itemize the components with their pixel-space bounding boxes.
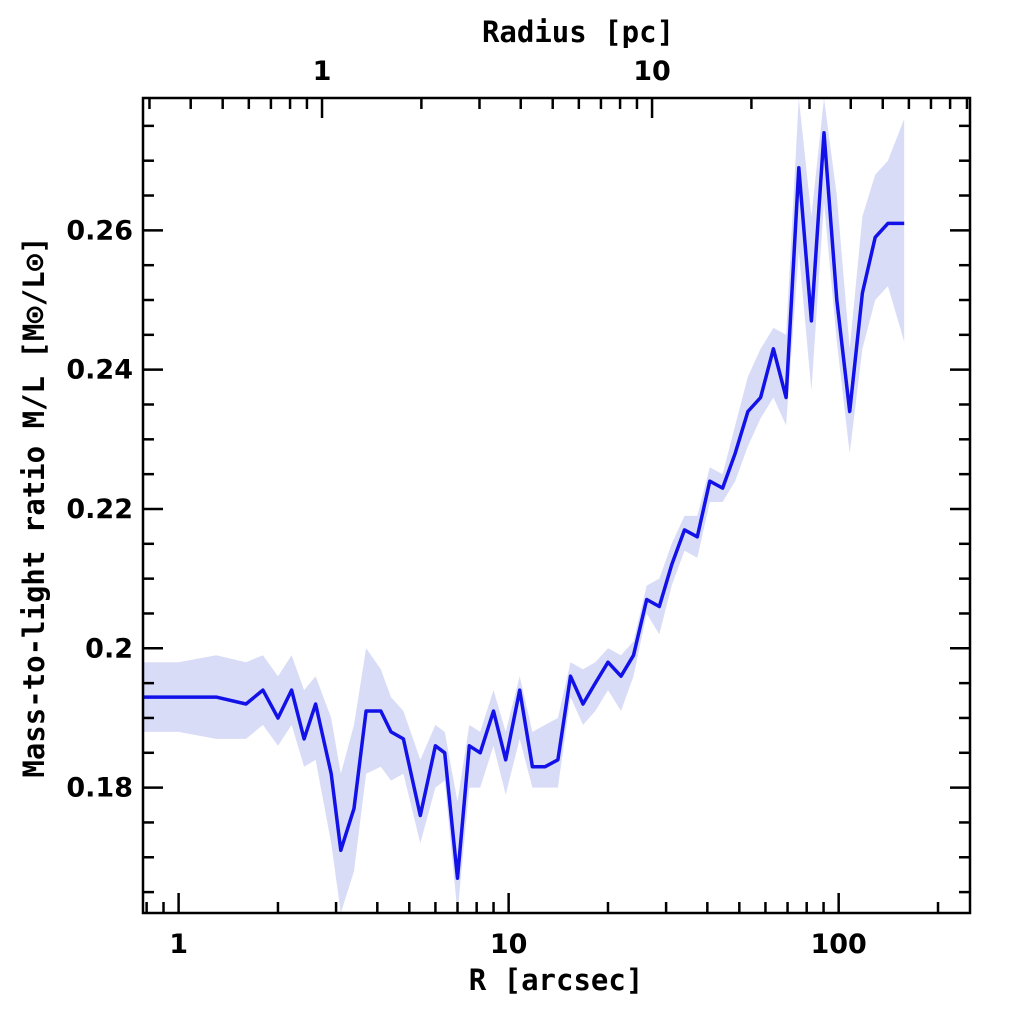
tick-label-layer: 1 10 100 1 10 0.18 0.2 0.22 0.24 0.26 (66, 56, 866, 960)
top-tick-label: 1 (313, 56, 332, 87)
tick-layer (143, 98, 970, 913)
series-line-layer (143, 131, 905, 880)
top-tick-label: 10 (633, 56, 671, 87)
y-tick-label: 0.26 (66, 215, 133, 246)
y-tick-label: 0.22 (66, 494, 133, 525)
x-tick-label: 1 (169, 929, 188, 960)
y-tick-label: 0.24 (66, 355, 133, 386)
x-tick-label: 10 (490, 929, 528, 960)
ml-ratio-line (143, 131, 905, 880)
top-axis-title: Radius [pc] (482, 15, 674, 49)
x-axis-title: R [arcsec] (469, 963, 644, 997)
uncertainty-band-layer (143, 98, 905, 913)
plot-frame (141, 96, 972, 915)
uncertainty-band (143, 98, 905, 913)
x-tick-label: 100 (810, 929, 866, 960)
y-tick-label: 0.18 (66, 773, 133, 804)
y-axis-title: Mass-to-light ratio M/L [M⊙/L⊙] (17, 236, 51, 777)
y-tick-label: 0.2 (85, 633, 133, 664)
